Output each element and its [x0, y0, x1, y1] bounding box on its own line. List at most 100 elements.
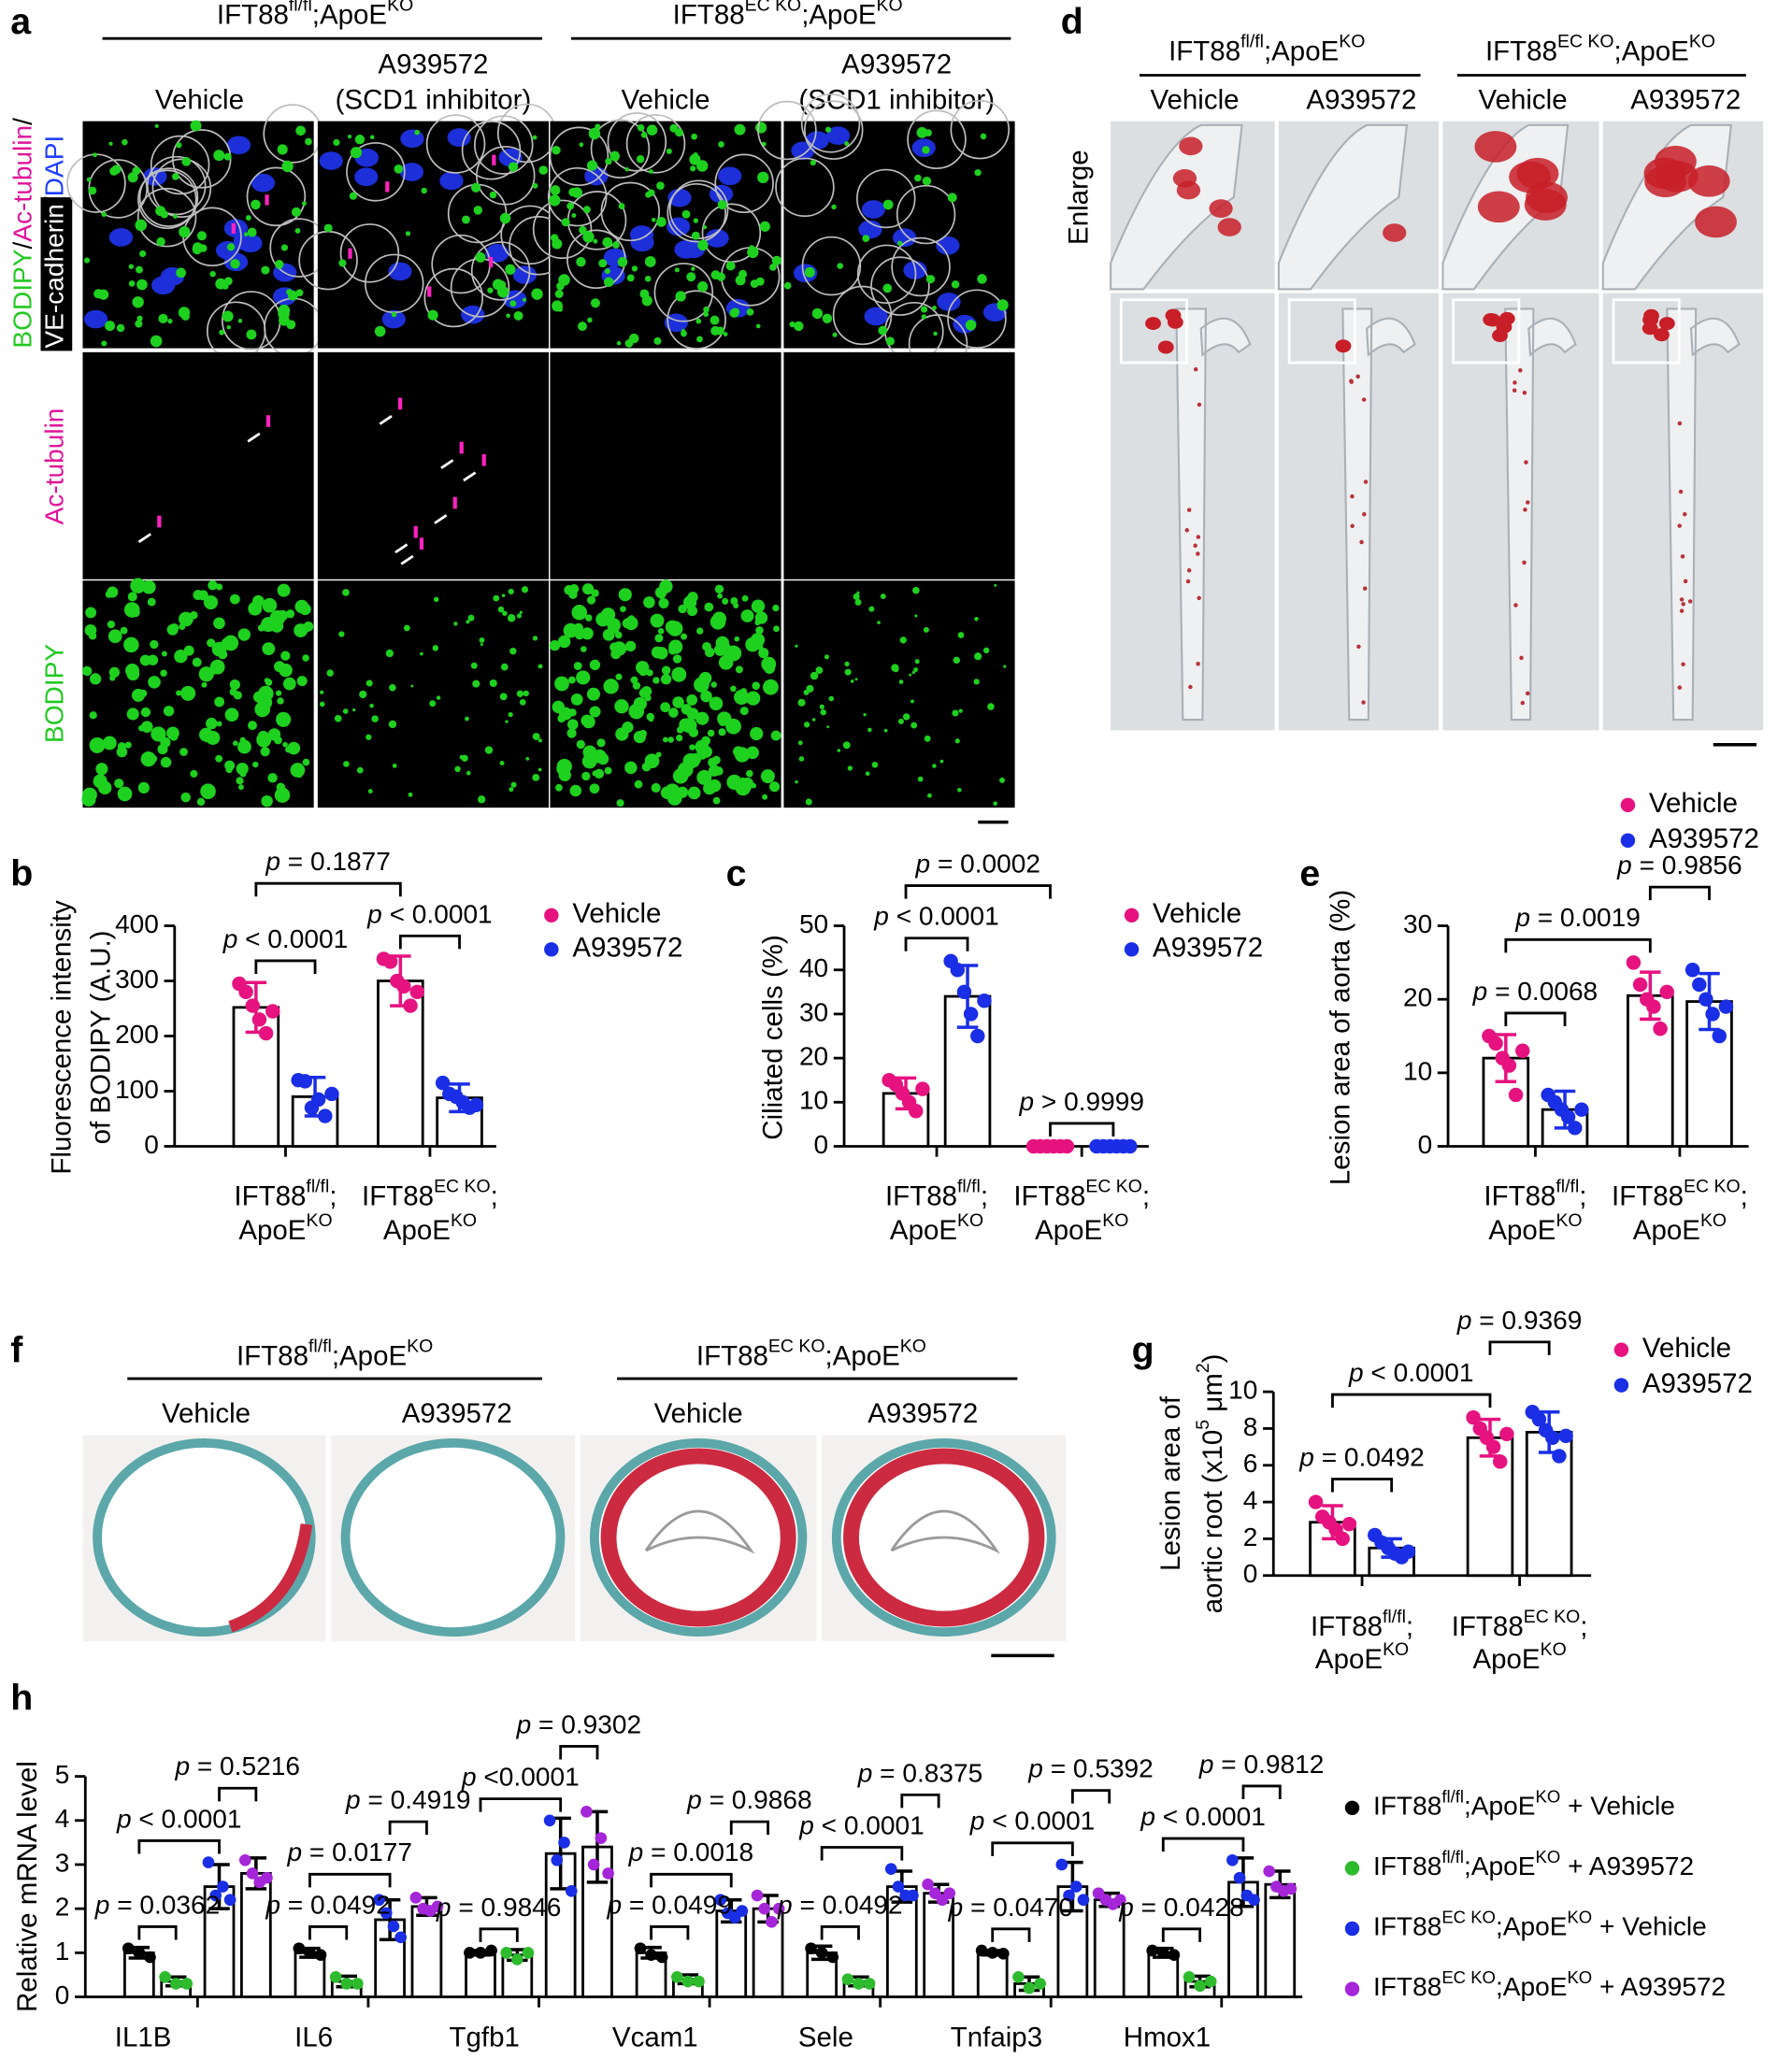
nucleus: [667, 188, 692, 207]
text-part: p: [461, 1763, 477, 1792]
lipid-droplet: [660, 702, 671, 713]
lipid-droplet: [709, 696, 724, 711]
lipid-droplet: [576, 739, 585, 750]
data-point: [693, 1975, 705, 1988]
lipid-droplet: [656, 181, 665, 191]
lipid-droplet: [789, 321, 796, 328]
lipid-droplet: [237, 319, 243, 323]
lesion-spot: [1520, 700, 1526, 706]
row-label: VE-cadherin/DAPI: [40, 136, 69, 349]
text-part: p: [222, 924, 238, 953]
text-part: ;ApoE: [824, 1340, 899, 1371]
significance-bracket: [1504, 1011, 1567, 1026]
lipid-droplet: [718, 728, 726, 736]
lipid-droplet: [179, 748, 188, 756]
text-part: fl/fl: [957, 1176, 981, 1196]
text-part: IFT88: [1373, 1852, 1441, 1880]
x-tick-label: IFT88fl/fl;: [885, 1176, 988, 1211]
y-axis-label: of BODIPY (A.U.): [85, 931, 116, 1145]
panel-letter: g: [1132, 1329, 1154, 1370]
lipid-droplet: [965, 320, 977, 331]
lipid-droplet: [993, 801, 997, 807]
lipid-droplet: [932, 305, 937, 310]
lipid-droplet: [287, 290, 298, 301]
lipid-droplet: [538, 165, 549, 175]
lipid-droplet: [342, 708, 349, 714]
lipid-droplet: [920, 306, 928, 313]
data-point: [805, 1942, 817, 1954]
lipid-droplet: [615, 727, 629, 741]
lipid-droplet: [603, 679, 619, 694]
lipid-droplet: [305, 137, 312, 146]
lipid-droplet: [999, 777, 1006, 783]
cell-outline: [947, 289, 1007, 349]
enlarge-box: [1612, 298, 1681, 365]
text-part: = 0.0428: [1134, 1893, 1244, 1922]
lipid-droplet: [663, 736, 668, 743]
text-part: KO: [1339, 32, 1365, 52]
text-part: ): [1197, 1353, 1228, 1363]
text-part: EC KO: [1085, 1176, 1142, 1196]
lesion: [1179, 136, 1203, 156]
lipid-droplet: [844, 668, 852, 676]
lipid-droplet: [480, 642, 483, 647]
group-header: IFT88fl/fl;ApoEKO: [217, 0, 413, 30]
significance-bracket: [1161, 1927, 1202, 1942]
lipid-droplet: [745, 769, 753, 778]
lipid-droplet: [760, 769, 775, 784]
lesion: [1695, 206, 1737, 238]
lipid-droplet: [674, 267, 680, 273]
lipid-droplet: [762, 794, 768, 800]
lipid-droplet: [86, 177, 92, 182]
lipid-droplet: [582, 583, 595, 595]
lipid-droplet: [691, 231, 700, 240]
cell-outline: [625, 114, 686, 174]
lipid-droplet: [604, 268, 610, 275]
data-point: [1684, 963, 1700, 978]
lipid-droplet: [209, 270, 216, 278]
lipid-droplet: [741, 594, 749, 602]
data-point: [1335, 1531, 1350, 1547]
lesion: [1474, 131, 1517, 163]
data-point: [133, 1947, 146, 1959]
lipid-droplet: [427, 309, 438, 321]
lipid-droplet: [624, 761, 638, 775]
lipid-droplet: [651, 646, 664, 659]
x-tick-label: IFT88EC KO;: [1013, 1176, 1150, 1211]
lipid-droplet: [798, 756, 805, 762]
enlarge-box: [1452, 298, 1521, 365]
arrow: [247, 432, 261, 443]
data-point: [922, 1878, 934, 1891]
lipid-droplet: [347, 134, 352, 139]
data-point: [595, 1832, 608, 1844]
lipid-droplet: [389, 683, 396, 692]
lipid-droplet: [677, 762, 694, 778]
lipid-droplet: [947, 193, 957, 203]
cilium: [231, 222, 236, 235]
lipid-droplet: [687, 592, 698, 603]
data-point: [329, 1970, 342, 1983]
text-part: IFT88: [1484, 1180, 1555, 1211]
lipid-droplet: [226, 324, 231, 330]
lipid-droplet: [691, 266, 695, 271]
lipid-droplet: [558, 707, 572, 721]
lipid-droplet: [595, 612, 610, 627]
text-part: KO: [1536, 1787, 1561, 1807]
data-point: [1156, 1947, 1169, 1959]
text-part: of BODIPY (A.U.): [85, 931, 116, 1145]
data-point: [1466, 1409, 1481, 1425]
data-point: [351, 1978, 364, 1990]
nucleus: [108, 228, 134, 247]
lipid-droplet: [620, 606, 626, 613]
lipid-droplet: [933, 331, 938, 336]
lipid-droplet: [261, 794, 273, 808]
lipid-droplet: [693, 218, 698, 223]
lipid-droplet: [139, 250, 147, 258]
bar: [715, 1909, 748, 1998]
data-point: [581, 1806, 593, 1818]
lipid-droplet: [366, 734, 372, 740]
lipid-droplet: [116, 323, 125, 333]
lipid-droplet: [712, 796, 721, 805]
data-point: [238, 1853, 251, 1866]
cell-outline: [246, 166, 307, 227]
